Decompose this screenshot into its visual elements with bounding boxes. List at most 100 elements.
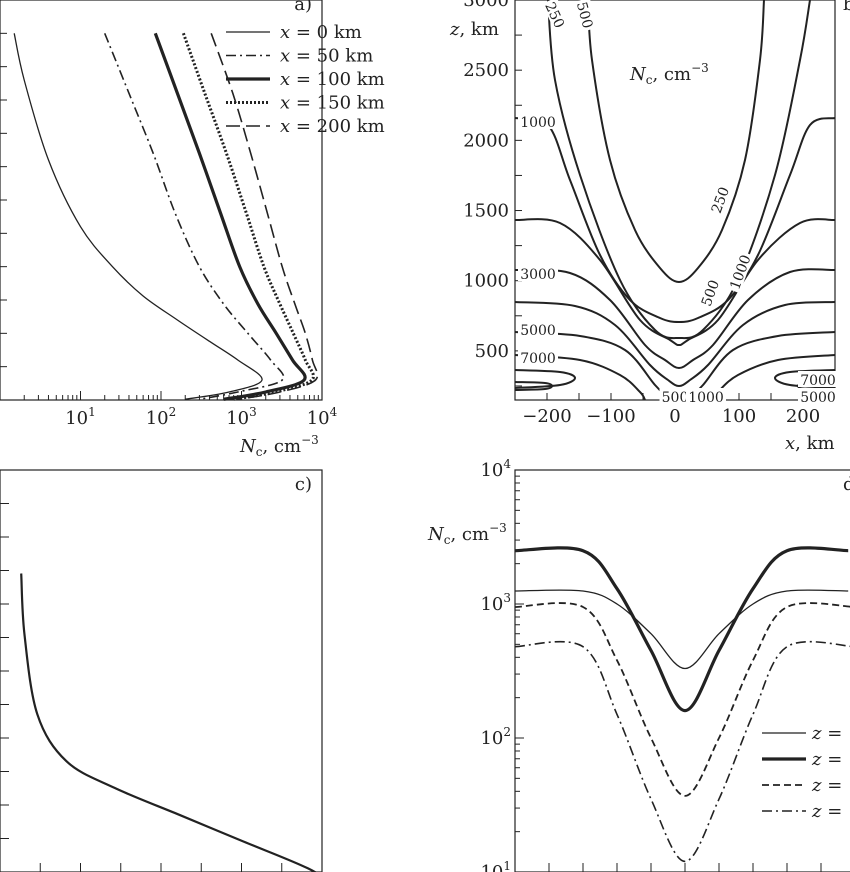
panel-d-legend: z = z = z = z = xyxy=(762,723,842,822)
panel-d-series-line xyxy=(514,602,850,797)
panel-a-x-tick-label: 103 xyxy=(226,405,257,429)
svg-text:x, km: x, km xyxy=(785,433,835,454)
panel-b-contour-label: 3000 xyxy=(520,267,556,283)
panel-d-series-line xyxy=(514,640,850,863)
panel-b-contours xyxy=(514,0,836,401)
panel-a-legend-entry: x = 0 km xyxy=(280,22,362,43)
panel-b-y-tick-label: 3000 xyxy=(463,0,509,11)
panel-b-contour-label-group: 5000 xyxy=(798,388,838,406)
panel-b-contour-label-group: 1000 xyxy=(724,250,755,294)
panel-b-contour-line xyxy=(514,268,836,370)
panel-a-series-line xyxy=(210,33,319,401)
panel-a-series-line xyxy=(153,32,307,401)
panel-a-curves xyxy=(13,32,319,401)
panel-b-contour-label: 1000 xyxy=(520,115,556,131)
panel-c-frame xyxy=(0,469,323,872)
panel-b-contour-line xyxy=(514,218,836,347)
panel-a-legend-entry: x = 50 km xyxy=(280,46,373,67)
panel-b-contour-label-bg xyxy=(798,371,838,387)
panel-b-contour-loop xyxy=(514,381,554,391)
panel-b-contour-label-bg xyxy=(518,321,558,337)
panel-b-contour-label-group: 1000 xyxy=(686,388,726,406)
panel-a-legend: x = 0 km x = 50 kmx = 100 km x = 150 kmx =… xyxy=(226,22,385,137)
panel-b-xlabel: x, km xyxy=(785,433,835,454)
panel-d-y-tick-label: 102 xyxy=(480,725,511,749)
panel-b-x-tick-label: −100 xyxy=(586,406,635,427)
panel-d-series-line xyxy=(514,546,849,713)
svg-text:Nc, cm−3: Nc, cm−3 xyxy=(239,433,319,459)
panel-a-x-tick-label: 102 xyxy=(146,405,177,429)
panel-b-contour-label-bg xyxy=(518,349,558,365)
panel-b-contour-label-bg xyxy=(798,388,838,404)
panel-b-contour-label: 500 xyxy=(699,278,723,309)
panel-b-contour-label-group: 500 xyxy=(659,388,691,406)
panel-b-contour-label-bg xyxy=(696,275,722,310)
panel-b-contour-label: 500 xyxy=(573,0,595,30)
panel-a-xlabel: Nc, cm−3 xyxy=(239,433,319,459)
panel-b-contour-label: 7000 xyxy=(800,373,836,389)
panel-c-series-line xyxy=(20,573,318,872)
panel-b-contour-label-bg xyxy=(706,182,732,217)
panel-a-series-line xyxy=(13,33,263,400)
panel-d-y-tick-label: 103 xyxy=(480,591,511,615)
panel-b-y-tick-label: 1000 xyxy=(463,271,509,292)
panel-b-contour-label-group: 500 xyxy=(573,0,598,32)
panel-b-contour-line xyxy=(514,301,836,388)
panel-a-x-tick-label: 101 xyxy=(65,405,96,429)
panel-b-contour-line xyxy=(547,0,811,340)
panel-d-series-line xyxy=(514,589,849,670)
panel-d: 101 102 103 104 z = z = z = z = Nc, cm−3 d) xyxy=(427,457,850,872)
panel-b-contour-line xyxy=(514,117,836,324)
panel-b-contour-label-group: 3000 xyxy=(518,265,558,283)
panel-c: c) xyxy=(0,469,323,872)
panel-d-y-tick-label: 101 xyxy=(480,859,511,872)
panel-d-legend-entry: z = xyxy=(811,801,842,822)
panel-b-contour-label: 1000 xyxy=(688,390,724,406)
panel-b-contour-label: 5000 xyxy=(520,323,556,339)
panel-b-title: Nc, cm−3 xyxy=(629,61,709,87)
panel-d-curves xyxy=(514,546,850,863)
panel-b-x-tick-label: 0 xyxy=(669,406,680,427)
panel-b-contour-line xyxy=(587,0,765,284)
panel-b-contour-label-bg xyxy=(724,250,754,294)
panel-a: 101 102 103 104 x = 0 km x = 50 kmx = 100 km… xyxy=(0,0,385,459)
panel-a-label: a) xyxy=(294,0,312,15)
panel-d-y-tick-label: 104 xyxy=(480,457,511,481)
panel-a-legend-entry: x = 100 km xyxy=(280,69,385,90)
panel-b-contour-label-group: 5000 xyxy=(518,321,558,339)
panel-c-curves xyxy=(20,573,318,872)
panel-b-contour-labels: 250 5001000250500100030005000700070005000… xyxy=(518,0,838,406)
panel-b-contour-label-bg xyxy=(542,0,570,33)
panel-b-x-tick-label: 200 xyxy=(786,406,820,427)
panel-a-ticks: 101 102 103 104 xyxy=(0,0,338,429)
panel-d-frame xyxy=(514,469,850,872)
panel-b-contour-label: 1000 xyxy=(727,253,754,292)
panel-b-contour-label: 500 xyxy=(662,390,689,406)
panel-b-contour-label-bg xyxy=(518,265,558,281)
panel-b-x-tick-label: −200 xyxy=(522,406,571,427)
svg-text:Nc, cm−3: Nc, cm−3 xyxy=(629,61,709,87)
panel-b-contour-label-bg xyxy=(574,0,598,32)
panel-b-contour-label-bg xyxy=(686,388,726,404)
panel-b-contour-label-bg xyxy=(659,388,691,404)
panel-b-frame xyxy=(514,0,836,401)
panel-c-label: c) xyxy=(295,474,312,495)
panel-d-legend-entry: z = xyxy=(811,723,842,744)
panel-b-y-tick-label: 2000 xyxy=(463,130,509,151)
panel-a-legend-entry: x = 150 km xyxy=(280,93,385,114)
panel-b-contour-label-group: 250 xyxy=(541,0,570,33)
panel-b-contour-label: 5000 xyxy=(800,390,836,406)
panel-d-ticks: 101 102 103 104 xyxy=(480,457,822,872)
panel-d-legend-entry: z = xyxy=(811,775,842,796)
svg-text:Nc, cm−3: Nc, cm−3 xyxy=(427,521,507,547)
panel-b-y-tick-label: 2500 xyxy=(463,60,509,81)
panel-b-contour-label-bg xyxy=(518,113,558,129)
panel-d-legend-entry: z = xyxy=(811,749,842,770)
panel-b-contour-label-group: 7000 xyxy=(518,349,558,367)
panel-a-series-line xyxy=(181,32,315,401)
panel-d-label: d) xyxy=(843,474,850,495)
panel-d-ylabel: Nc, cm−3 xyxy=(427,521,507,547)
